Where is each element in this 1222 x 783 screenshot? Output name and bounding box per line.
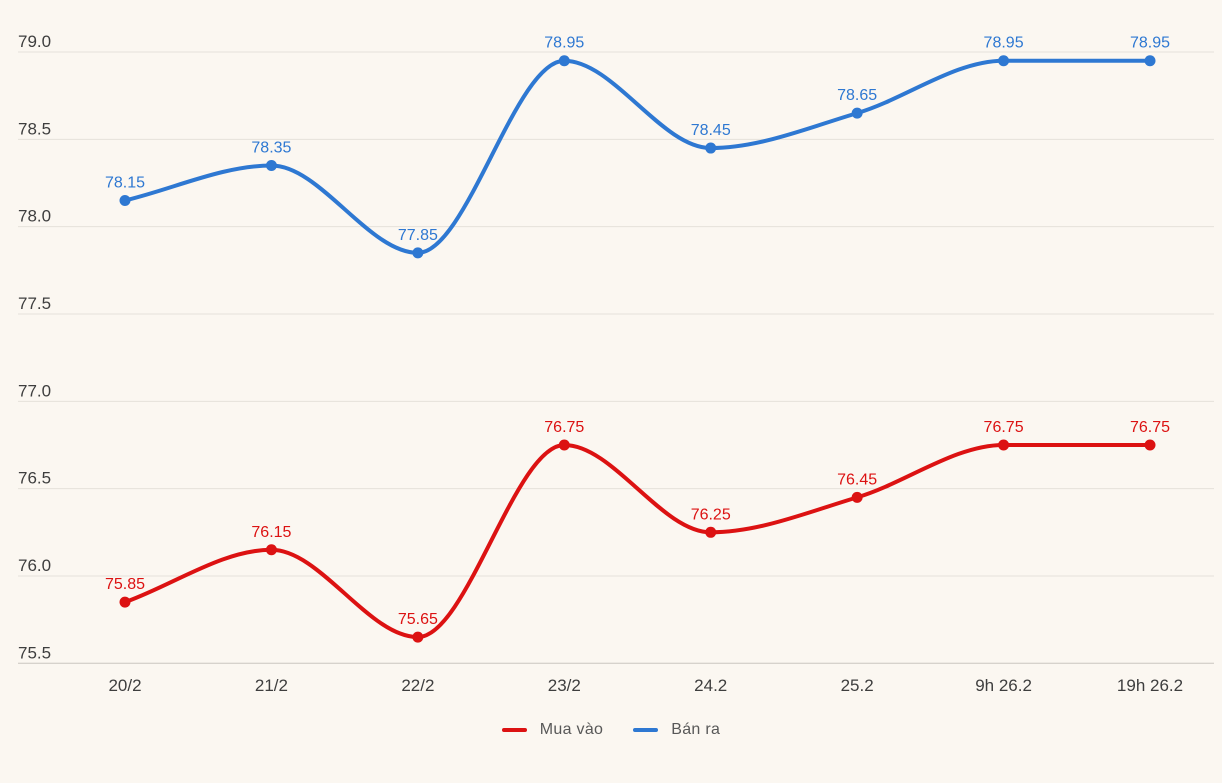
data-label-mua-vao: 76.25 xyxy=(691,506,731,523)
x-tick-label: 21/2 xyxy=(255,676,288,695)
legend-label-ban-ra: Bán ra xyxy=(671,721,721,738)
legend-item-ban-ra[interactable]: Bán ra xyxy=(633,721,720,739)
y-tick-label: 76.0 xyxy=(18,556,51,575)
data-point-ban-ra[interactable] xyxy=(265,160,277,172)
data-label-mua-vao: 76.75 xyxy=(984,419,1024,436)
data-point-mua-vao[interactable] xyxy=(119,596,131,608)
data-label-ban-ra: 78.35 xyxy=(251,140,291,157)
data-label-mua-vao: 76.75 xyxy=(544,419,584,436)
y-tick-label: 78.5 xyxy=(18,119,51,138)
data-point-mua-vao[interactable] xyxy=(558,439,570,451)
y-tick-label: 77.5 xyxy=(18,294,51,313)
x-tick-label: 20/2 xyxy=(108,676,141,695)
data-label-ban-ra: 78.95 xyxy=(1130,35,1170,52)
x-tick-label: 9h 26.2 xyxy=(975,676,1032,695)
data-label-mua-vao: 76.75 xyxy=(1130,419,1170,436)
y-tick-label: 77.0 xyxy=(18,381,51,400)
legend-item-mua-vao[interactable]: Mua vào xyxy=(501,721,604,739)
data-point-ban-ra[interactable] xyxy=(851,107,863,119)
y-tick-label: 76.5 xyxy=(18,469,51,488)
data-point-mua-vao[interactable] xyxy=(998,439,1010,451)
y-tick-label: 79.0 xyxy=(18,32,51,51)
data-point-ban-ra[interactable] xyxy=(412,247,424,259)
legend-label-mua-vao: Mua vào xyxy=(539,721,604,738)
legend-marker-mua-vao xyxy=(501,728,527,732)
data-point-mua-vao[interactable] xyxy=(851,491,863,503)
data-point-mua-vao[interactable] xyxy=(265,544,277,556)
y-tick-label: 75.5 xyxy=(18,643,51,662)
data-label-mua-vao: 76.45 xyxy=(837,471,877,488)
data-label-ban-ra: 78.45 xyxy=(691,122,731,139)
data-label-ban-ra: 78.15 xyxy=(105,174,145,191)
data-label-ban-ra: 78.65 xyxy=(837,87,877,104)
legend: Mua vào Bán ra xyxy=(0,721,1222,739)
data-point-ban-ra[interactable] xyxy=(558,55,570,67)
x-tick-label: 23/2 xyxy=(548,676,581,695)
series-line-mua-vao xyxy=(123,442,1153,640)
data-point-ban-ra[interactable] xyxy=(1144,55,1156,67)
data-point-ban-ra[interactable] xyxy=(705,142,717,154)
data-label-mua-vao: 75.65 xyxy=(398,611,438,628)
data-label-ban-ra: 77.85 xyxy=(398,227,438,244)
data-label-mua-vao: 75.85 xyxy=(105,576,145,593)
x-tick-label: 25.2 xyxy=(841,676,874,695)
x-tick-label: 22/2 xyxy=(401,676,434,695)
data-label-ban-ra: 78.95 xyxy=(544,35,584,52)
data-point-mua-vao[interactable] xyxy=(412,631,424,643)
data-label-mua-vao: 76.15 xyxy=(251,524,291,541)
x-tick-label: 19h 26.2 xyxy=(1117,676,1183,695)
data-point-mua-vao[interactable] xyxy=(705,526,717,538)
data-point-ban-ra[interactable] xyxy=(998,55,1010,67)
x-tick-label: 24.2 xyxy=(694,676,727,695)
data-point-ban-ra[interactable] xyxy=(119,194,131,206)
legend-marker-ban-ra xyxy=(633,728,659,732)
y-tick-label: 78.0 xyxy=(18,207,51,226)
series-line-ban-ra xyxy=(123,58,1153,255)
data-label-ban-ra: 78.95 xyxy=(984,35,1024,52)
data-point-mua-vao[interactable] xyxy=(1144,439,1156,451)
